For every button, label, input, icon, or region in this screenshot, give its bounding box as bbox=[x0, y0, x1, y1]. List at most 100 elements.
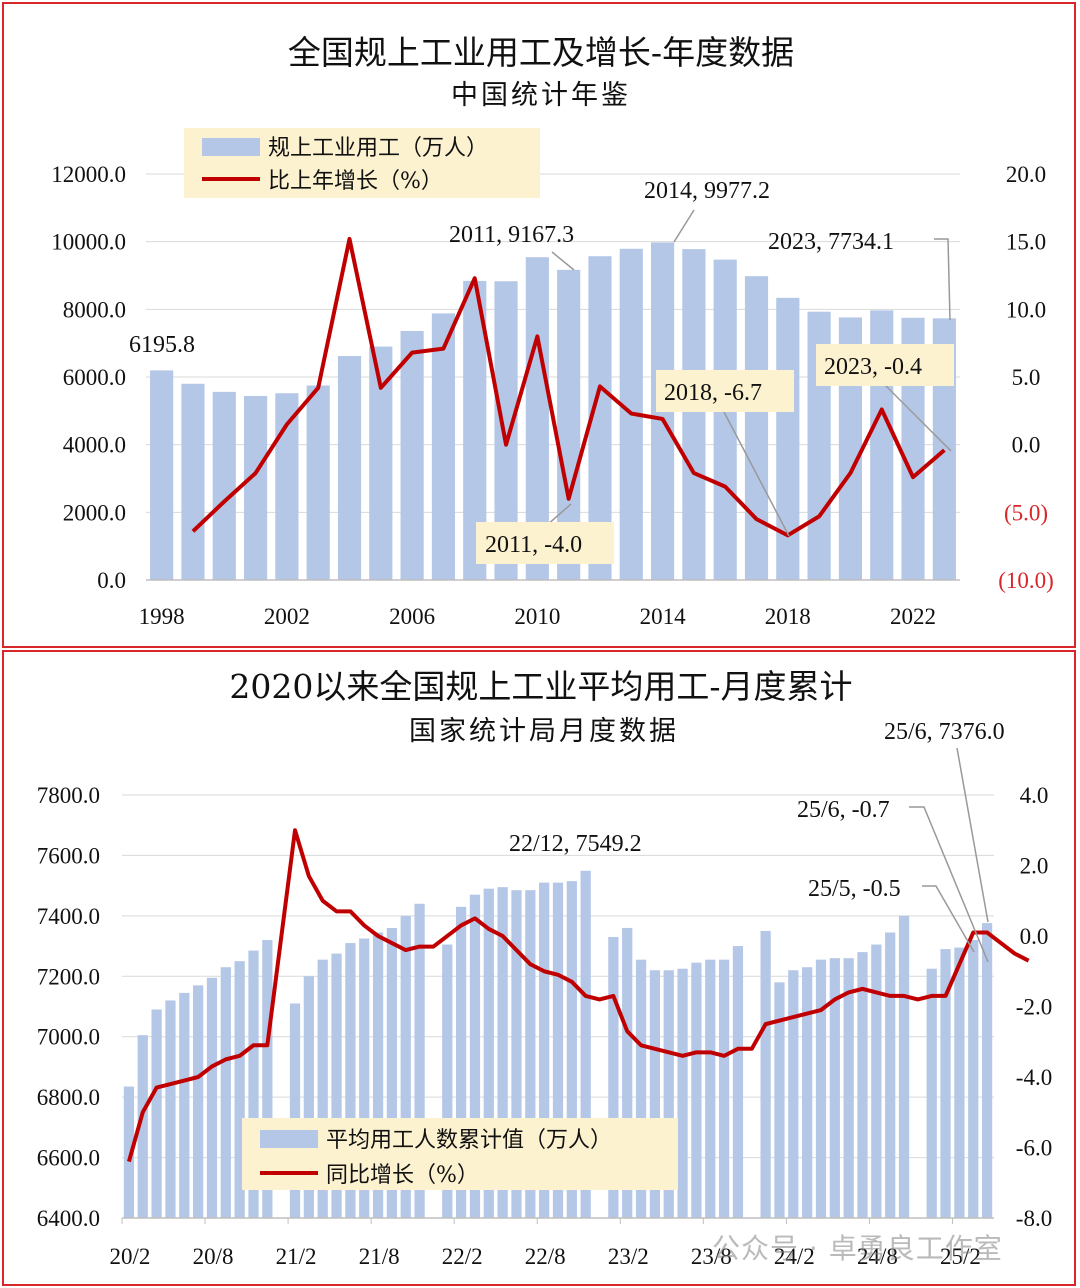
annual-right-tick-label: 15.0 bbox=[1006, 230, 1046, 255]
monthly-bar bbox=[732, 946, 744, 1218]
monthly-bar bbox=[123, 1086, 135, 1218]
monthly-bar bbox=[386, 927, 398, 1218]
annual-bar bbox=[744, 276, 769, 580]
annotation-2011-value: 2011, 9167.3 bbox=[449, 222, 574, 248]
monthly-bar bbox=[981, 923, 993, 1218]
monthly-chart-panel: 2020以来全国规上工业平均用工-月度累计 国家统计局月度数据 6400.0 66… bbox=[2, 650, 1076, 1286]
annual-left-tick-label: 4000.0 bbox=[63, 433, 126, 458]
monthly-left-tick-label: 6800.0 bbox=[37, 1085, 100, 1110]
monthly-bar bbox=[511, 890, 522, 1218]
monthly-bar bbox=[802, 967, 813, 1218]
monthly-x-tick-label: 20/8 bbox=[193, 1244, 234, 1269]
annotation-2014-value: 2014, 9977.2 bbox=[644, 178, 770, 204]
annotation-2212-value: 22/12, 7549.2 bbox=[509, 831, 642, 857]
monthly-bar bbox=[857, 952, 868, 1218]
monthly-annotations: 22/12, 7549.2 25/6, 7376.0 25/6, -0.7 25… bbox=[509, 719, 1005, 963]
monthly-bar bbox=[317, 959, 328, 1218]
monthly-bar bbox=[165, 1000, 176, 1218]
annual-bar bbox=[713, 259, 737, 580]
annotation-box-2011-growth bbox=[476, 522, 614, 564]
annotation-leader-2506-growth bbox=[909, 806, 989, 963]
legend-label-yoy-growth: 同比增长（%） bbox=[326, 1163, 479, 1188]
annotation-2018-growth: 2018, -6.7 bbox=[664, 380, 762, 406]
monthly-bar bbox=[539, 882, 550, 1218]
annotation-leader-2505-growth bbox=[922, 885, 975, 953]
annual-x-tick-label: 2022 bbox=[890, 604, 936, 629]
monthly-legend: 平均用工人数累计值（万人） 同比增长（%） bbox=[242, 1118, 678, 1190]
monthly-bar bbox=[580, 870, 591, 1218]
annual-bar bbox=[150, 370, 174, 580]
annual-x-tick-label: 2010 bbox=[514, 604, 560, 629]
monthly-x-tick-label: 24/8 bbox=[857, 1244, 898, 1269]
annual-bar bbox=[431, 313, 456, 580]
legend-swatch-bar-monthly bbox=[260, 1130, 318, 1148]
annotation-leader-2023-growth bbox=[883, 383, 952, 452]
annual-bar bbox=[776, 297, 800, 580]
annual-right-tick-label: 0.0 bbox=[1012, 433, 1041, 458]
monthly-bar bbox=[663, 970, 674, 1218]
annual-right-tick-label: 5.0 bbox=[1012, 365, 1041, 390]
annotation-2506-value: 25/6, 7376.0 bbox=[884, 719, 1005, 745]
monthly-bar bbox=[497, 887, 508, 1218]
annual-bar bbox=[682, 249, 706, 581]
monthly-bar bbox=[193, 985, 204, 1218]
annual-bar bbox=[369, 346, 393, 580]
monthly-bar bbox=[359, 938, 370, 1218]
monthly-left-tick-label: 7800.0 bbox=[37, 783, 100, 808]
monthly-bar bbox=[220, 967, 231, 1218]
monthly-left-tick-label: 6400.0 bbox=[37, 1206, 100, 1231]
monthly-left-tick-label: 6600.0 bbox=[37, 1146, 100, 1171]
annual-bar bbox=[494, 281, 518, 580]
annual-bar bbox=[212, 391, 236, 580]
monthly-bar bbox=[331, 953, 342, 1218]
watermark-text: 公众号 · 卓勇良工作室 bbox=[712, 1232, 1003, 1265]
annual-left-tick-label: 8000.0 bbox=[63, 297, 126, 322]
monthly-bar bbox=[885, 932, 896, 1218]
monthly-bar bbox=[372, 932, 384, 1218]
annual-chart-title: 全国规上工业用工及增长-年度数据 bbox=[288, 33, 794, 72]
monthly-x-tick-label: 20/2 bbox=[110, 1244, 151, 1269]
monthly-left-tick-label: 7200.0 bbox=[37, 964, 100, 989]
annual-right-tick-label: 10.0 bbox=[1006, 297, 1046, 322]
annual-left-tick-label: 6000.0 bbox=[63, 365, 126, 390]
annual-x-tick-label: 2018 bbox=[765, 604, 811, 629]
annotation-leader-2023-value bbox=[934, 238, 951, 321]
annual-right-tick-label: 20.0 bbox=[1006, 162, 1046, 187]
annual-left-tick-label: 2000.0 bbox=[63, 500, 126, 525]
annotation-2506-growth: 25/6, -0.7 bbox=[797, 797, 890, 823]
monthly-left-tick-label: 7000.0 bbox=[37, 1025, 100, 1050]
annotation-2023-growth: 2023, -0.4 bbox=[824, 354, 922, 380]
monthly-bar bbox=[843, 958, 854, 1218]
monthly-bar bbox=[622, 927, 633, 1218]
annual-bar bbox=[525, 257, 549, 580]
monthly-bar bbox=[137, 1035, 148, 1218]
annual-right-tick-label: (5.0) bbox=[1004, 500, 1048, 525]
annual-bar bbox=[337, 356, 362, 580]
legend-label-employment: 规上工业用工（万人） bbox=[268, 136, 488, 161]
monthly-right-tick-label: -4.0 bbox=[1016, 1065, 1052, 1090]
monthly-bar bbox=[649, 970, 661, 1218]
annual-chart-panel: 全国规上工业用工及增长-年度数据 中国统计年鉴 0.0 2000.0 4000.0 6… bbox=[2, 2, 1076, 648]
annual-x-tick-label: 2014 bbox=[640, 604, 687, 629]
annual-bar bbox=[306, 385, 330, 580]
monthly-x-tick-label: 23/8 bbox=[691, 1244, 732, 1269]
monthly-bar bbox=[954, 947, 965, 1218]
monthly-right-tick-label: -8.0 bbox=[1016, 1206, 1052, 1231]
annual-left-tick-label: 0.0 bbox=[97, 568, 126, 593]
monthly-bar bbox=[400, 915, 411, 1218]
monthly-bar bbox=[566, 881, 577, 1218]
monthly-bar bbox=[525, 890, 536, 1218]
monthly-chart: 2020以来全国规上工业平均用工-月度累计 国家统计局月度数据 6400.0 66… bbox=[37, 667, 1052, 1269]
monthly-bar bbox=[718, 959, 730, 1218]
monthly-bar bbox=[262, 940, 273, 1218]
monthly-left-tick-label: 7400.0 bbox=[37, 904, 100, 929]
monthly-bar bbox=[788, 970, 799, 1218]
annual-bar bbox=[557, 269, 581, 580]
monthly-bar bbox=[815, 959, 827, 1218]
monthly-bar bbox=[483, 888, 494, 1218]
monthly-bar bbox=[345, 943, 356, 1218]
annual-bar bbox=[275, 393, 299, 580]
annual-bar bbox=[243, 395, 268, 580]
monthly-bar bbox=[608, 937, 619, 1218]
monthly-x-tick-label: 22/2 bbox=[442, 1244, 483, 1269]
